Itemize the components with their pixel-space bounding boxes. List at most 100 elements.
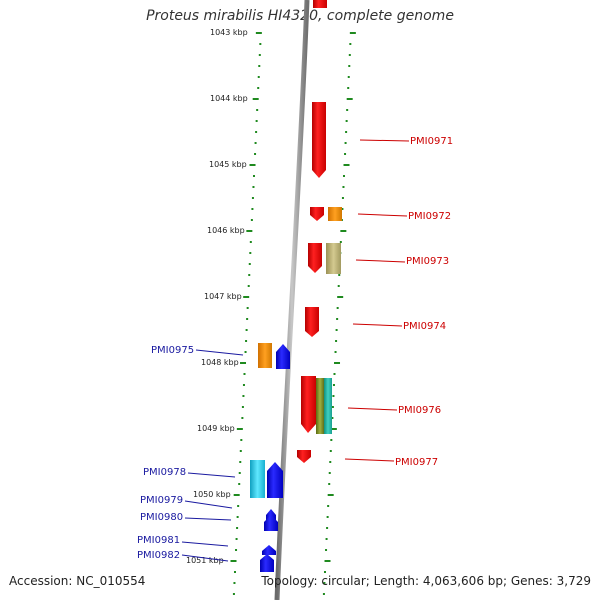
minor-tick [347,87,350,89]
leader-line [184,517,232,521]
kbp-label: 1046 kbp [207,226,245,235]
major-tick [343,164,350,166]
minor-tick [239,450,242,452]
major-tick [252,98,259,100]
gene-box-pmi0975[interactable] [258,343,272,368]
minor-tick [341,197,344,199]
gene-box-pmi0976-a[interactable] [316,378,324,434]
gene-label-pmi0973[interactable]: PMI0973 [406,256,449,267]
minor-tick [247,285,250,287]
gene-label-pmi0972[interactable]: PMI0972 [408,211,451,222]
gene-label-pmi0977[interactable]: PMI0977 [395,457,438,468]
major-tick [236,428,243,430]
minor-tick [246,318,249,320]
leader-line [187,472,236,478]
minor-tick [335,329,338,331]
gene-arrow-pmi0976[interactable] [301,376,316,433]
kbp-label: 1051 kbp [186,556,224,565]
gene-arrow-pmi0979[interactable] [266,509,276,520]
minor-tick [242,384,245,386]
major-tick [243,296,250,298]
minor-tick [254,142,257,144]
major-tick [246,230,253,232]
minor-tick [328,483,331,485]
minor-tick [334,351,337,353]
gene-label-pmi0981[interactable]: PMI0981 [137,535,180,546]
minor-tick [239,461,242,463]
major-tick [249,164,256,166]
leader-line [357,213,408,217]
gene-arrow-top [313,0,327,8]
accession-text: Accession: NC_010554 [9,574,146,588]
minor-tick [332,384,335,386]
major-tick [327,494,334,496]
minor-tick [349,43,352,45]
gene-label-pmi0979[interactable]: PMI0979 [140,495,183,506]
gene-box-pmi0972[interactable] [328,207,342,221]
minor-tick [258,65,261,67]
minor-tick [248,263,251,265]
gene-arrow-pmi0972[interactable] [310,207,324,221]
kbp-label: 1045 kbp [209,160,247,169]
gene-box-pmi0978[interactable] [250,460,265,498]
minor-tick [325,549,328,551]
gene-label-pmi0974[interactable]: PMI0974 [403,321,446,332]
leader-line [352,323,403,327]
minor-tick [256,109,259,111]
gene-arrow-pmi0980[interactable] [264,515,278,531]
gene-arrow-pmi0978[interactable] [267,462,283,498]
minor-tick [249,252,252,254]
gene-label-pmi0971[interactable]: PMI0971 [410,136,453,147]
major-tick [340,230,347,232]
major-tick [255,32,262,34]
minor-tick [323,571,326,573]
minor-tick [331,406,334,408]
gene-arrow-pmi0974[interactable] [305,307,319,337]
gene-label-pmi0980[interactable]: PMI0980 [140,512,183,523]
minor-tick [243,373,246,375]
leader-line [181,554,229,562]
kbp-label: 1044 kbp [210,94,248,103]
minor-tick [232,593,235,595]
tick-rails [230,32,356,595]
leader-line [195,349,244,356]
minor-tick [251,197,254,199]
minor-tick [333,373,336,375]
minor-tick [345,131,348,133]
minor-tick [242,395,245,397]
minor-tick [252,186,255,188]
gene-arrow-pmi0973[interactable] [308,243,322,273]
gene-box-pmi0973[interactable] [326,243,341,274]
gene-label-pmi0978[interactable]: PMI0978 [143,467,186,478]
minor-tick [238,483,241,485]
minor-tick [236,516,239,518]
minor-tick [345,120,348,122]
minor-tick [241,417,244,419]
gene-arrow-pmi0977[interactable] [297,450,311,463]
gene-box-pmi0976-b[interactable] [324,378,332,434]
topology-text: Topology: circular; Length: 4,063,606 bp… [261,574,591,588]
leader-line [184,500,233,509]
leader-line [344,458,395,462]
minor-tick [259,43,262,45]
gene-arrow-pmi0981[interactable] [262,545,276,555]
gene-arrow-pmi0971[interactable] [312,102,326,178]
minor-tick [348,65,351,67]
minor-tick [336,307,339,309]
minor-tick [233,582,236,584]
minor-tick [255,131,258,133]
gene-label-pmi0982[interactable]: PMI0982 [137,550,180,561]
gene-arrow-pmi0982[interactable] [260,554,274,572]
major-tick [334,362,341,364]
gene-arrow-pmi0975[interactable] [276,344,290,369]
gene-label-pmi0975[interactable]: PMI0975 [151,345,194,356]
gene-label-pmi0976[interactable]: PMI0976 [398,405,441,416]
kbp-label: 1043 kbp [210,28,248,37]
minor-tick [252,175,255,177]
minor-tick [336,318,339,320]
minor-tick [335,340,338,342]
minor-tick [329,461,332,463]
minor-tick [347,76,350,78]
minor-tick [249,241,252,243]
